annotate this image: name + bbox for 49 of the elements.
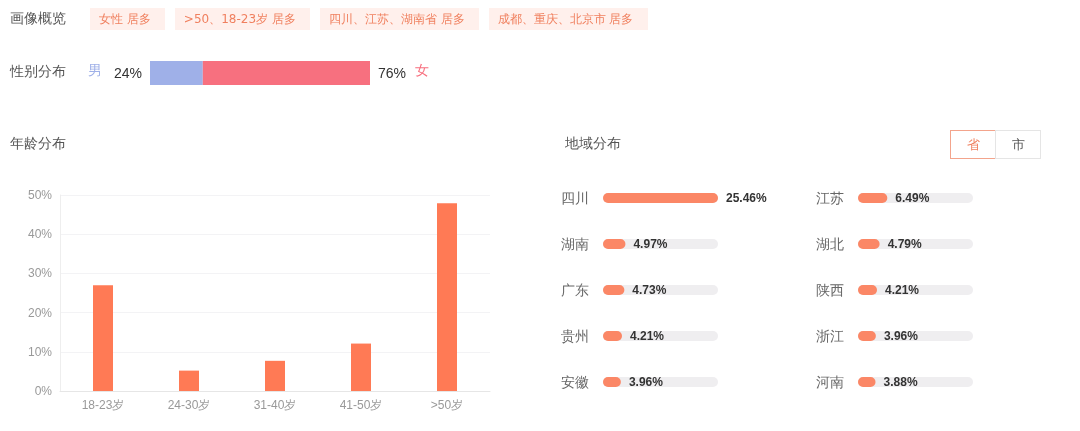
data-label: 76% xyxy=(378,65,407,81)
text: 男 xyxy=(88,62,102,80)
y-tick-label: 安徽 xyxy=(561,374,589,390)
y-tick-label: 陕西 xyxy=(816,282,844,298)
y-tick-label: 50% xyxy=(27,188,53,202)
bar xyxy=(93,285,113,391)
x-tick-label: 31-40岁 xyxy=(253,398,297,412)
text: 画像概览 xyxy=(10,10,66,28)
y-tick-label: 湖北 xyxy=(816,236,844,252)
data-label: 3.88% xyxy=(883,375,918,389)
text: 成都、重庆、北京市 居多 xyxy=(488,8,648,30)
data-label: 24% xyxy=(113,65,142,81)
data-label: 6.49% xyxy=(895,191,930,205)
chart-title: 年龄分布 xyxy=(10,135,66,153)
data-label: 4.21% xyxy=(630,329,665,343)
y-tick-label: 四川 xyxy=(561,190,589,206)
data-label: 25.46% xyxy=(726,191,768,205)
y-tick-label: 广东 xyxy=(561,282,589,298)
text: 女性 居多 xyxy=(90,8,165,30)
y-axis-title: 性别分布 xyxy=(10,63,66,81)
y-tick-label: 河南 xyxy=(816,374,844,390)
data-label: 3.96% xyxy=(628,375,664,389)
text: 四川、江苏、湖南省 居多 xyxy=(319,8,479,30)
y-tick-label: 贵州 xyxy=(561,328,589,344)
data-label: 4.21% xyxy=(885,283,920,297)
x-tick-label: 24-30岁 xyxy=(167,398,211,412)
x-tick-label: 18-23岁 xyxy=(81,398,125,412)
y-tick-label: 10% xyxy=(27,344,53,359)
bar xyxy=(437,203,457,391)
text: >50、18-23岁 居多 xyxy=(174,8,310,30)
bar xyxy=(265,360,285,391)
y-tick-label: 40% xyxy=(27,227,53,242)
y-tick-label: 浙江 xyxy=(816,328,844,344)
y-tick-label: 30% xyxy=(27,266,53,281)
bar xyxy=(179,370,199,391)
x-tick-label: >50岁 xyxy=(430,398,464,412)
data-label: 4.97% xyxy=(633,237,668,251)
bar xyxy=(351,343,371,391)
y-tick-label: 20% xyxy=(27,305,53,320)
text: 女 xyxy=(415,62,429,80)
data-label: 4.73% xyxy=(632,283,667,297)
y-tick-label: 0% xyxy=(34,384,53,398)
data-label: 4.79% xyxy=(887,237,922,251)
y-tick-label: 江苏 xyxy=(816,190,844,206)
city-toggle-button[interactable]: 市 xyxy=(995,130,1041,159)
x-tick-label: 41-50岁 xyxy=(339,398,383,412)
chart-title: 地域分布 xyxy=(565,135,621,153)
y-tick-label: 湖南 xyxy=(561,236,589,252)
data-label: 3.96% xyxy=(883,329,919,343)
